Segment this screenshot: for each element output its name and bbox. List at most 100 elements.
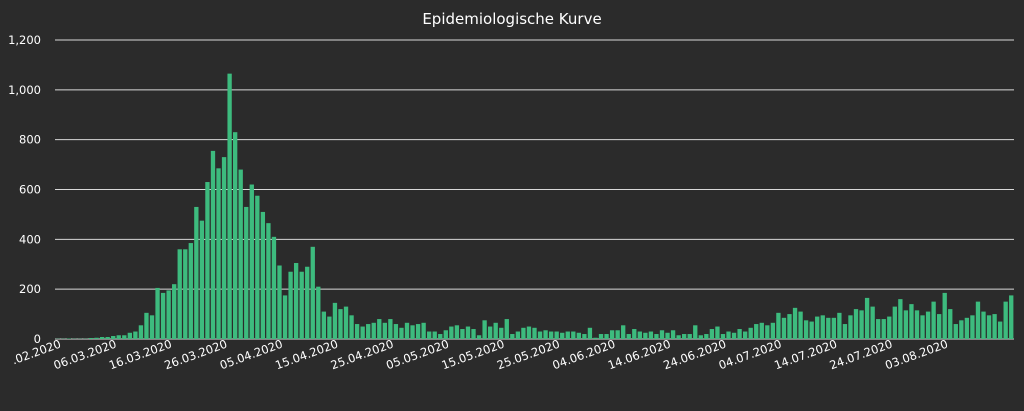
bar — [565, 331, 570, 339]
bars — [55, 73, 1014, 340]
bar — [986, 315, 992, 339]
bar — [914, 310, 920, 339]
bar — [515, 331, 521, 339]
bar — [903, 310, 909, 339]
x-tick-label: 06.03.2020 — [52, 337, 119, 373]
bar — [255, 195, 260, 339]
x-tick-label: 15.05.2020 — [440, 337, 507, 373]
bar — [465, 326, 471, 339]
bar — [975, 301, 981, 340]
x-tick-label: 25.04.2020 — [329, 337, 396, 373]
bar — [621, 325, 626, 339]
bar — [593, 337, 598, 339]
bar — [460, 329, 465, 339]
x-tick-label: 05.04.2020 — [218, 337, 285, 373]
bar — [970, 315, 975, 339]
bar — [299, 271, 304, 339]
bar — [992, 314, 997, 339]
bar — [388, 319, 393, 339]
bar — [399, 327, 404, 339]
bar — [704, 334, 709, 339]
bar — [216, 168, 221, 339]
bar — [327, 316, 332, 339]
x-axis-ticks: .02.202006.03.202016.03.202026.03.202005… — [10, 337, 950, 373]
bar — [632, 329, 637, 339]
bar — [670, 330, 676, 339]
bar — [726, 331, 731, 339]
bar — [742, 331, 748, 339]
bar — [199, 220, 205, 339]
bar — [111, 336, 116, 339]
chart-title: Epidemiologische Kurve — [422, 10, 601, 28]
bar — [720, 334, 726, 339]
x-tick-label: 05.05.2020 — [384, 337, 451, 373]
bar — [864, 297, 870, 339]
bar — [310, 246, 315, 339]
bar — [432, 331, 437, 339]
x-tick-label: 24.06.2020 — [661, 337, 728, 373]
bar — [609, 330, 615, 339]
bar — [997, 321, 1003, 339]
bar — [149, 315, 155, 339]
y-tick-label: 600 — [19, 183, 41, 197]
bar — [410, 325, 415, 339]
bar — [421, 322, 426, 339]
bar — [937, 314, 942, 339]
bar — [382, 322, 387, 339]
bar — [487, 326, 493, 339]
bar — [94, 337, 99, 339]
bar — [942, 292, 947, 339]
bar — [493, 322, 498, 339]
bar — [244, 206, 249, 339]
bar — [643, 332, 648, 339]
y-tick-label: 1,000 — [8, 83, 41, 97]
bar — [360, 326, 365, 339]
bar — [471, 329, 476, 339]
bar — [427, 331, 432, 339]
bar — [166, 290, 171, 339]
bar — [116, 335, 121, 339]
x-tick-label: 03.08.2020 — [883, 337, 950, 373]
bar — [266, 223, 271, 339]
bar — [554, 331, 559, 339]
x-tick-label: 26.03.2020 — [162, 337, 229, 373]
bar — [898, 299, 903, 339]
bar — [316, 286, 321, 339]
bar — [848, 315, 853, 339]
bar — [210, 150, 216, 339]
bar — [826, 317, 831, 339]
bar — [881, 319, 886, 339]
bar — [842, 324, 848, 339]
bar — [964, 317, 970, 339]
bar — [798, 311, 803, 339]
bar — [249, 184, 254, 339]
bar — [837, 312, 842, 339]
bar — [792, 307, 798, 339]
bar — [66, 338, 72, 339]
bar — [693, 325, 698, 339]
bar — [260, 211, 266, 339]
bar — [133, 331, 138, 339]
bar — [238, 169, 243, 339]
bar — [809, 321, 814, 339]
bar — [521, 327, 526, 339]
bar — [415, 324, 421, 339]
bar — [770, 322, 776, 339]
bar — [127, 332, 132, 339]
bar — [443, 330, 448, 339]
bar — [526, 326, 532, 339]
bar — [343, 306, 349, 339]
bar — [571, 331, 576, 339]
grid-lines — [55, 39, 1014, 340]
bar — [604, 334, 609, 339]
bar — [366, 324, 371, 339]
bar — [887, 316, 892, 339]
bar — [183, 249, 188, 339]
bar — [221, 157, 227, 339]
bar — [831, 317, 836, 339]
y-axis-ticks: 0 200 400 600 800 1,000 1,200 — [8, 33, 41, 346]
bar — [959, 320, 964, 339]
bar — [454, 325, 460, 339]
